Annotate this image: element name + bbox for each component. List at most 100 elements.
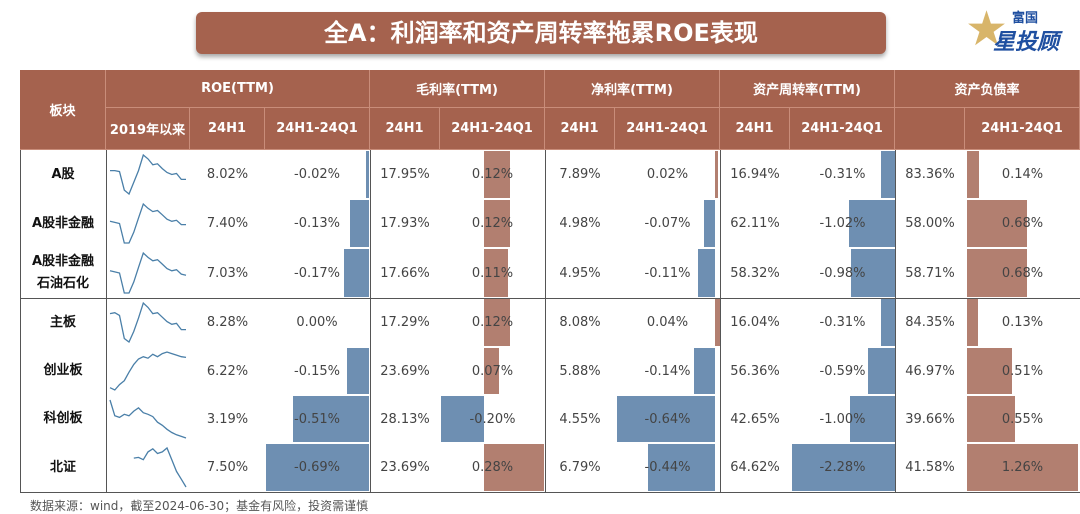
at-24h1: 58.32%	[730, 265, 780, 281]
dr-d: 1.26%	[1001, 460, 1044, 475]
nm-d: -0.07%	[644, 216, 691, 231]
nm-24h1: 5.88%	[559, 363, 601, 379]
logo-text-main: 星投顾	[993, 30, 1060, 55]
nm-24h1: 8.08%	[559, 315, 601, 330]
sub-header: 24H1	[545, 108, 615, 150]
column-divider	[106, 150, 107, 492]
dr-d-bar	[967, 200, 1027, 247]
sparkline-path	[109, 399, 187, 439]
at-d: -1.02%	[819, 216, 866, 231]
roe-24h1: 6.22%	[206, 363, 249, 379]
nm-d: 0.02%	[646, 167, 689, 182]
star-icon: ★	[965, 1, 1009, 57]
nm-d-bar	[715, 151, 719, 198]
roe-24h1: 7.03%	[206, 265, 249, 281]
group-header: 资产周转率(TTM)	[720, 70, 895, 108]
nm-d-bar	[617, 396, 715, 442]
gm-24h1: 23.69%	[380, 460, 430, 475]
row-name: 创业板	[43, 363, 83, 378]
column-divider	[895, 150, 896, 492]
dr-d: 0.51%	[1001, 363, 1044, 379]
gm-d-bar	[484, 444, 545, 491]
sub-header: 24H1	[190, 108, 265, 150]
nm-d-bar	[704, 200, 715, 247]
roe-24h1: 7.50%	[206, 460, 249, 475]
sparkline	[133, 446, 187, 488]
at-d: -0.98%	[819, 265, 866, 281]
gm-d: 0.28%	[471, 460, 514, 475]
gm-d-bar	[484, 249, 508, 297]
dr-d-bar	[967, 348, 1012, 394]
group-header: 净利率(TTM)	[545, 70, 720, 108]
roe-delta: -0.13%	[294, 216, 340, 231]
at-24h1: 42.65%	[730, 411, 780, 427]
roe-delta-bar	[366, 151, 369, 198]
row-name: A股非金融	[31, 215, 95, 231]
dr-d-bar	[967, 151, 980, 198]
dr-24h1: 83.36%	[905, 167, 955, 182]
column-divider	[720, 150, 721, 492]
dr-d: 0.68%	[1001, 265, 1044, 281]
gm-24h1: 17.29%	[380, 315, 430, 330]
gm-d-bar	[484, 299, 510, 346]
roe-delta-bar	[346, 348, 369, 394]
roe-delta: -0.17%	[294, 265, 340, 281]
group-header: 毛利率(TTM)	[370, 70, 545, 108]
nm-24h1: 7.89%	[559, 167, 601, 182]
at-24h1: 16.04%	[730, 315, 780, 330]
sparkline-path	[109, 351, 187, 391]
sub-header: 24H1-24Q1	[265, 108, 370, 150]
at-d-bar	[868, 348, 895, 394]
nm-d: -0.44%	[644, 460, 691, 475]
roe-24h1: 7.40%	[206, 216, 249, 231]
at-d-bar	[850, 249, 895, 297]
sparkline	[109, 202, 186, 244]
gm-d: 0.07%	[471, 363, 514, 379]
table-bottom-border	[20, 492, 1080, 493]
gm-d-bar	[484, 200, 510, 247]
sub-header: 24H1-24Q1	[790, 108, 895, 150]
sub-header	[895, 108, 965, 150]
at-24h1: 64.62%	[730, 460, 780, 475]
nm-d-bar	[693, 348, 715, 394]
sparkline-path	[133, 446, 187, 488]
column-divider	[545, 150, 546, 492]
nm-24h1: 4.95%	[559, 265, 601, 281]
roe-delta-bar	[293, 396, 369, 442]
nm-d: -0.64%	[644, 411, 691, 427]
roe-delta: -0.02%	[294, 167, 340, 182]
roe-delta: 0.00%	[296, 315, 338, 330]
nm-d-bar	[647, 444, 715, 491]
sub-header: 24H1	[720, 108, 790, 150]
gm-24h1: 17.93%	[380, 216, 430, 231]
page-title: 全A：利润率和资产周转率拖累ROE表现	[196, 12, 886, 54]
sparkline-path	[109, 251, 187, 294]
sub-header: 24H1	[370, 108, 440, 150]
row-name: 主板	[49, 314, 76, 330]
dr-24h1: 84.35%	[905, 315, 955, 330]
dr-d: 0.14%	[1001, 167, 1044, 182]
row-name: 科创板	[43, 411, 83, 426]
roe-24h1: 8.02%	[206, 167, 249, 182]
at-d: -0.31%	[819, 167, 866, 182]
nm-24h1: 4.55%	[559, 411, 601, 427]
row-name: A股非金融石油石化	[31, 254, 95, 291]
at-d-bar	[881, 299, 895, 346]
at-24h1: 56.36%	[730, 363, 780, 379]
roe-delta-bar	[343, 249, 369, 297]
logo-text-top: 富国	[1012, 11, 1039, 26]
gm-d-bar	[484, 348, 500, 394]
sub-header: 24H1-24Q1	[965, 108, 1080, 150]
nm-d: -0.11%	[644, 265, 691, 281]
at-d: -1.00%	[819, 411, 866, 427]
dr-d-bar	[967, 396, 1016, 442]
gm-d: 0.12%	[471, 216, 514, 231]
dr-d: 0.13%	[1001, 315, 1044, 330]
gm-d: 0.12%	[471, 315, 514, 330]
dr-d-bar	[967, 444, 1078, 491]
group-header: 资产负债率	[895, 70, 1080, 108]
sub-header: 2019年以来	[106, 108, 190, 150]
group-header: ROE(TTM)	[106, 70, 370, 108]
nm-24h1: 4.98%	[559, 216, 601, 231]
roe-24h1: 3.19%	[206, 411, 249, 427]
